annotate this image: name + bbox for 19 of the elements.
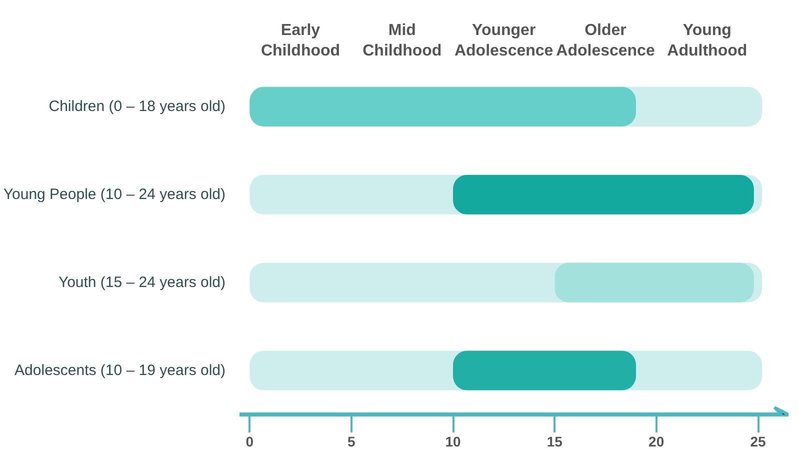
text: Young Adulthood [667,22,748,60]
y-tick-label: Children (0 – 18 years old) [48,98,226,116]
text: Early Childhood [260,22,340,60]
x-tick-label: 0 [246,434,254,449]
bar [453,174,754,214]
x-tick-label: 20 [648,434,664,449]
bar [250,86,636,126]
y-tick-label: Youth (15 – 24 years old) [58,274,226,292]
text: Older Adolescence [556,22,655,60]
bar [554,262,754,302]
y-tick-label: Young People (10 – 24 years old) [3,186,226,204]
x-tick-label: 5 [347,434,356,449]
y-tick-label: Adolescents (10 – 19 years old) [14,362,226,380]
text: Mid Childhood [362,22,442,60]
x-tick-label: 25 [750,434,766,449]
x-tick-label: 15 [546,434,563,449]
text: Younger Adolescence [454,22,554,60]
bar [453,350,636,390]
x-tick-label: 10 [445,434,461,449]
